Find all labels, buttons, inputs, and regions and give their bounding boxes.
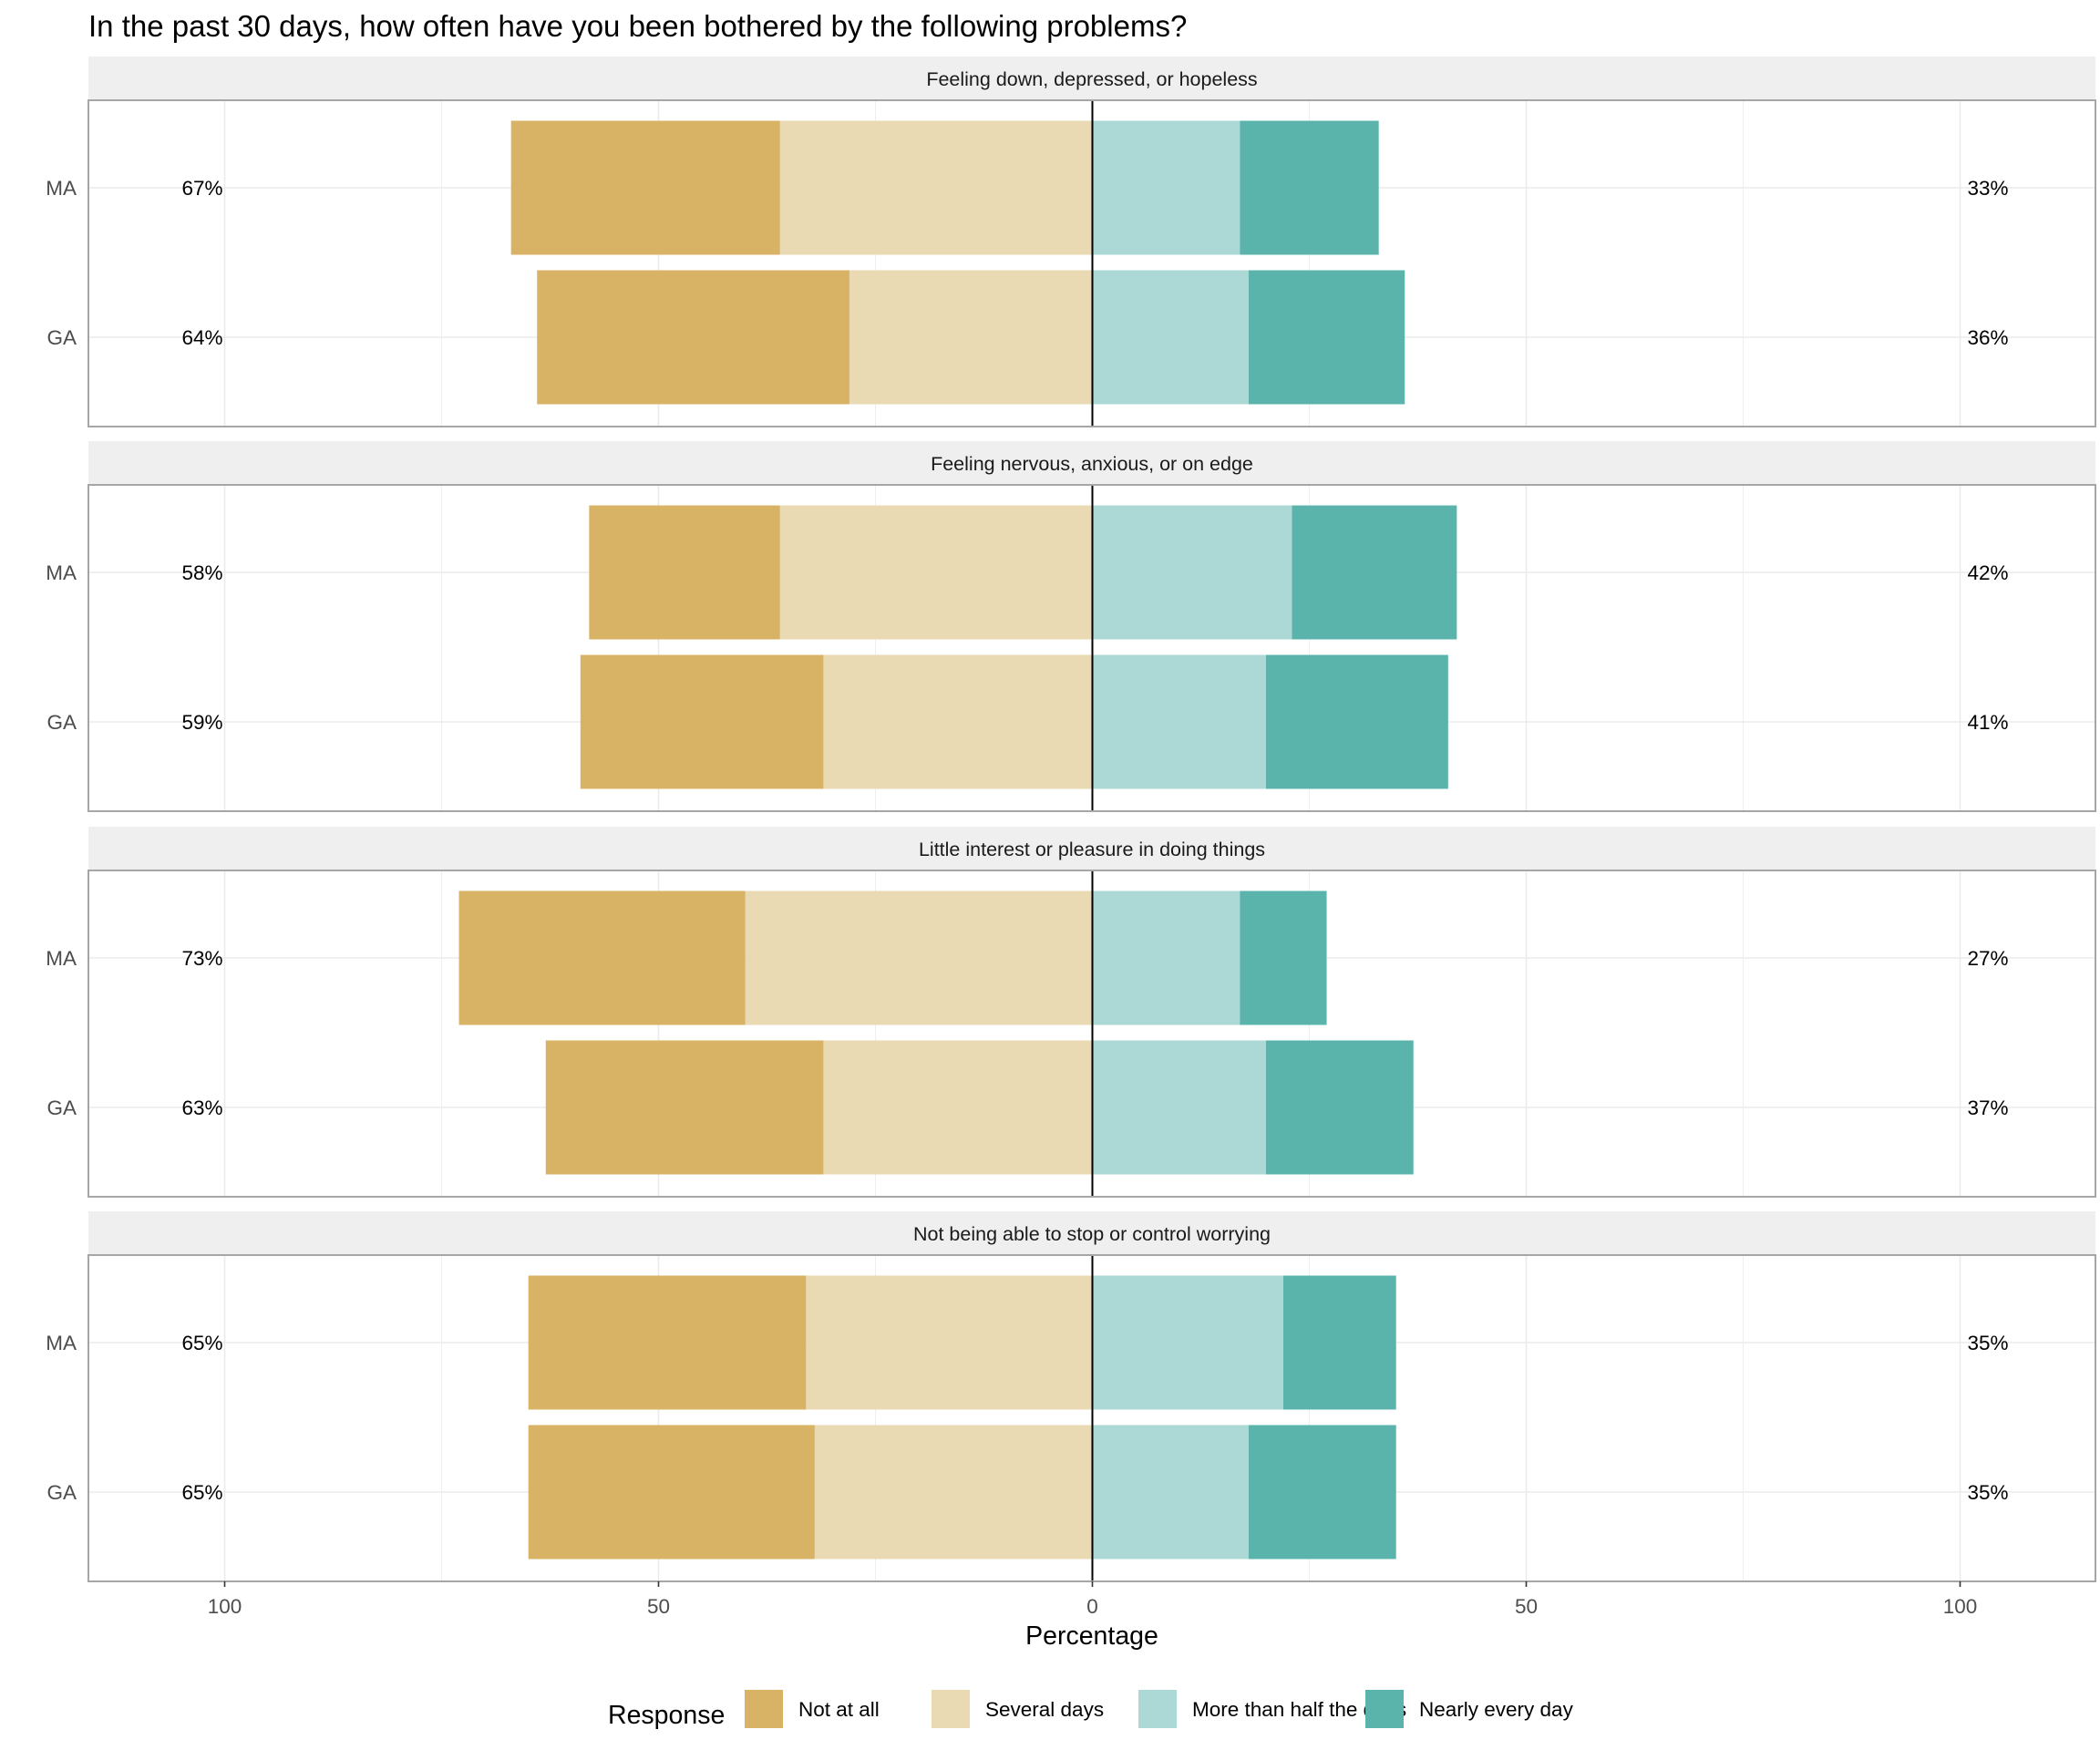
facet-strip-label: Not being able to stop or control worryi…: [913, 1223, 1271, 1245]
bar-segment: [1282, 1275, 1396, 1410]
y-axis-label: MA: [46, 561, 77, 584]
bar-segment: [1092, 890, 1240, 1025]
bar-segment: [545, 1040, 824, 1175]
bar-segment: [806, 1275, 1093, 1410]
bar-segment: [1240, 120, 1379, 255]
y-axis-label: MA: [46, 947, 77, 970]
legend: Response Not at all Several days More than…: [608, 1690, 1574, 1730]
left-percent-label: 64%: [181, 326, 222, 349]
x-tick-label: 100: [208, 1595, 242, 1618]
legend-label: Several days: [985, 1698, 1104, 1721]
legend-label: Not at all: [798, 1698, 880, 1721]
chart-panels: Feeling down, depressed, or hopeless MA 67…: [46, 57, 2096, 1582]
legend-key: [745, 1690, 783, 1728]
right-percent-label: 41%: [1967, 711, 2008, 734]
right-percent-label: 33%: [1967, 177, 2008, 200]
facet-panel: Not being able to stop or control worryi…: [46, 1211, 2096, 1582]
bar-segment: [1265, 654, 1448, 789]
chart-title: In the past 30 days, how often have you …: [88, 9, 1187, 43]
y-axis-label: GA: [46, 326, 77, 349]
x-tick-label: 50: [1515, 1595, 1538, 1618]
right-percent-label: 42%: [1967, 561, 2008, 584]
bar-segment: [1092, 654, 1266, 789]
bar-segment: [1092, 270, 1249, 405]
facet-panel: Little interest or pleasure in doing thi…: [46, 827, 2096, 1198]
left-percent-label: 73%: [181, 947, 222, 970]
bar-segment: [1240, 890, 1327, 1025]
bar-segment: [745, 890, 1093, 1025]
left-percent-label: 65%: [181, 1481, 222, 1504]
y-axis-label: GA: [46, 1096, 77, 1119]
legend-title: Response: [608, 1701, 725, 1730]
right-percent-label: 35%: [1967, 1481, 2008, 1504]
bar-segment: [537, 270, 849, 405]
left-percent-label: 58%: [181, 561, 222, 584]
right-percent-label: 27%: [1967, 947, 2008, 970]
bar-segment: [1248, 1425, 1396, 1560]
right-percent-label: 37%: [1967, 1096, 2008, 1119]
panel-border: [88, 484, 2096, 812]
y-axis-label: MA: [46, 177, 77, 200]
legend-key: [932, 1690, 970, 1728]
legend-label: Nearly every day: [1419, 1698, 1574, 1721]
y-axis-label: GA: [46, 1481, 77, 1504]
facet-strip: [88, 1211, 2095, 1255]
y-axis-label: GA: [46, 711, 77, 734]
facet-strip: [88, 57, 2095, 100]
x-tick-label: 100: [1943, 1595, 1978, 1618]
facet-panel: Feeling nervous, anxious, or on edge MA 58…: [46, 441, 2096, 812]
right-percent-label: 35%: [1967, 1332, 2008, 1354]
bar-segment: [779, 505, 1093, 640]
left-percent-label: 67%: [181, 177, 222, 200]
bar-segment: [823, 1040, 1093, 1175]
panel-border: [88, 870, 2096, 1198]
bar-segment: [528, 1425, 815, 1560]
bar-segment: [1092, 505, 1292, 640]
bar-segment: [510, 120, 780, 255]
right-percent-label: 36%: [1967, 326, 2008, 349]
bar-segment: [1092, 120, 1240, 255]
facet-strip-label: Little interest or pleasure in doing thi…: [919, 839, 1265, 860]
x-axis-title: Percentage: [1025, 1621, 1158, 1651]
x-axis: 100 50 0 50 100: [208, 1581, 1978, 1618]
bar-segment: [458, 890, 746, 1025]
legend-key: [1365, 1690, 1404, 1728]
facet-strip-label: Feeling nervous, anxious, or on edge: [931, 453, 1253, 475]
facet-panel: Feeling down, depressed, or hopeless MA 67…: [46, 57, 2096, 427]
bar-segment: [580, 654, 824, 789]
bar-segment: [1092, 1040, 1266, 1175]
panel-border: [88, 99, 2096, 427]
bar-segment: [1265, 1040, 1414, 1175]
bar-segment: [528, 1275, 807, 1410]
bar-segment: [1092, 1425, 1249, 1560]
bar-segment: [823, 654, 1093, 789]
legend-key: [1138, 1690, 1177, 1728]
bar-segment: [849, 270, 1093, 405]
bar-segment: [814, 1425, 1093, 1560]
bar-segment: [779, 120, 1093, 255]
x-tick-label: 50: [647, 1595, 670, 1618]
facet-strip-label: Feeling down, depressed, or hopeless: [926, 68, 1257, 90]
facet-strip: [88, 441, 2095, 485]
left-percent-label: 59%: [181, 711, 222, 734]
facet-strip: [88, 827, 2095, 870]
bar-segment: [1248, 270, 1405, 405]
left-percent-label: 65%: [181, 1332, 222, 1354]
x-tick-label: 0: [1086, 1595, 1098, 1618]
y-axis-label: MA: [46, 1332, 77, 1354]
bar-segment: [1092, 1275, 1283, 1410]
bar-segment: [1292, 505, 1457, 640]
bar-segment: [589, 505, 780, 640]
left-percent-label: 63%: [181, 1096, 222, 1119]
